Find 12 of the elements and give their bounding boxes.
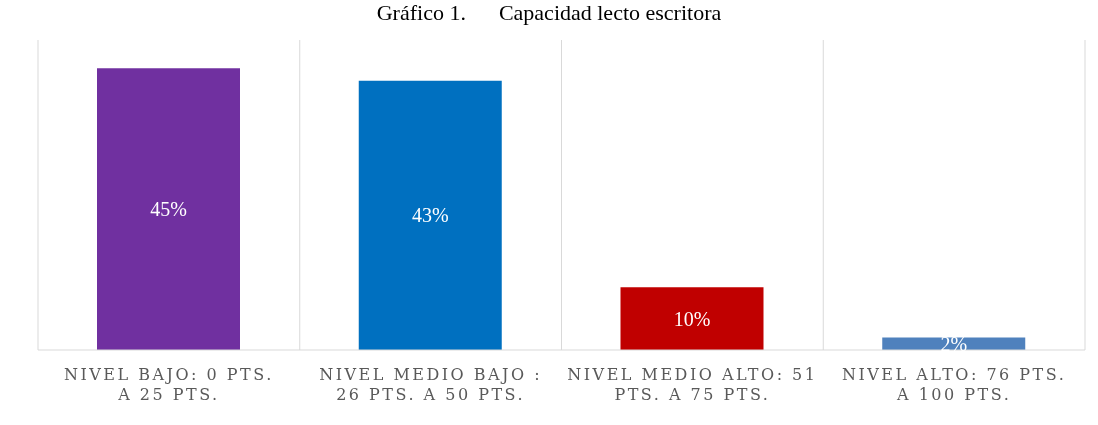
bar	[358, 80, 502, 350]
data-label: 43%	[411, 204, 449, 227]
data-label: 2%	[940, 332, 968, 355]
bar	[620, 287, 764, 350]
chart-title: Gráfico 1. Capacidad lecto escritora	[375, 0, 723, 26]
x-tick-label: NIVEL BAJO: 0 PTS. A 25 PTS.	[63, 365, 274, 404]
data-label: 45%	[150, 198, 187, 221]
x-tick-label: NIVEL MEDIO ALTO: 51 PTS. A 75 PTS.	[567, 365, 818, 404]
x-tick-label: NIVEL ALTO: 76 PTS. A 100 PTS.	[841, 365, 1067, 404]
x-tick-label: NIVEL MEDIO BAJO : 26 PTS. A 50 PTS.	[319, 365, 543, 404]
bar	[97, 68, 240, 350]
data-label: 10%	[673, 307, 711, 330]
